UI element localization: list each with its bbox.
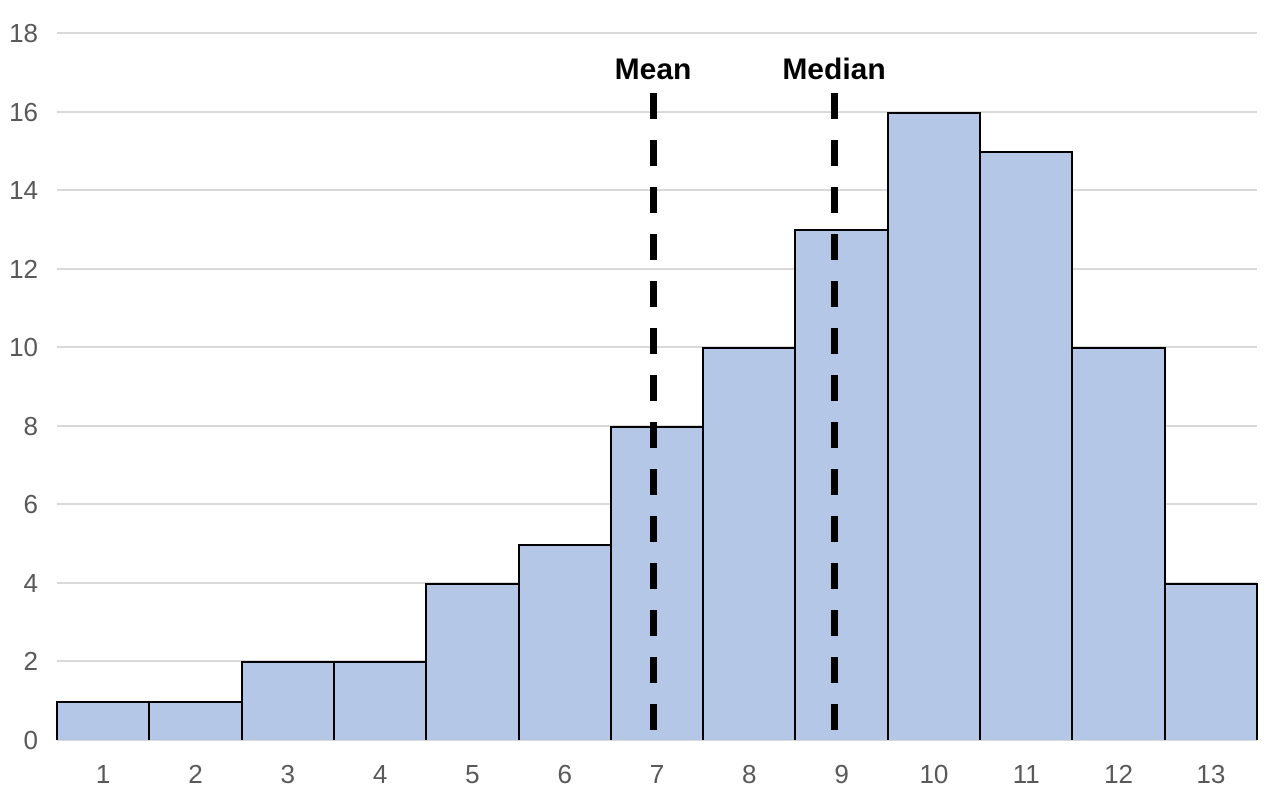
x-axis-tick-label: 1 xyxy=(95,759,111,789)
histogram-bar xyxy=(148,700,243,740)
median-marker-line xyxy=(830,93,838,740)
histogram-bar xyxy=(332,661,428,740)
y-gridline xyxy=(57,267,1257,270)
x-axis-tick-label: 3 xyxy=(280,759,295,789)
x-axis-tick-label: 9 xyxy=(834,759,849,789)
x-axis-tick-label: 7 xyxy=(649,759,665,789)
x-axis-tick-label: 12 xyxy=(1104,759,1133,789)
y-axis-tick-label: 10 xyxy=(9,332,38,363)
x-axis-tick-label: 5 xyxy=(465,759,480,789)
histogram-bar xyxy=(517,543,612,740)
x-axis-tick-label: 2 xyxy=(188,759,203,789)
y-axis-tick-label: 6 xyxy=(23,489,38,520)
x-axis-tick-label: 10 xyxy=(919,759,949,789)
histogram-bar xyxy=(979,150,1074,740)
mean-marker-label: Mean xyxy=(614,53,692,86)
y-axis-tick-label: 0 xyxy=(23,725,38,755)
histogram-bar xyxy=(425,582,520,740)
y-gridline xyxy=(57,739,1257,741)
histogram-bar xyxy=(886,111,982,740)
x-axis-tick-label: 6 xyxy=(557,759,572,789)
y-axis-tick-label: 16 xyxy=(9,96,38,127)
y-gridline xyxy=(57,346,1257,349)
y-gridline xyxy=(57,32,1257,34)
x-axis-tick-label: 11 xyxy=(1012,759,1040,789)
x-axis-tick-label: 13 xyxy=(1196,759,1226,789)
x-axis-tick-label: 8 xyxy=(742,759,757,789)
y-axis-tick-label: 14 xyxy=(9,175,38,206)
histogram-bar xyxy=(794,229,889,740)
median-marker-label: Median xyxy=(782,53,886,86)
histogram-bar xyxy=(1071,347,1166,740)
histogram-bar xyxy=(1163,582,1258,740)
histogram-bar xyxy=(702,347,797,740)
histogram-bar xyxy=(609,425,705,740)
histogram-bar xyxy=(56,700,151,740)
y-gridline xyxy=(57,110,1257,113)
y-axis-tick-label: 2 xyxy=(23,646,38,677)
histogram-bar xyxy=(240,661,335,740)
y-axis-tick-label: 8 xyxy=(23,410,38,441)
y-axis-tick-label: 12 xyxy=(9,253,38,284)
mean-marker-line xyxy=(649,93,657,740)
y-axis-tick-label: 18 xyxy=(9,18,38,48)
x-axis-tick-label: 4 xyxy=(372,759,388,789)
y-gridline xyxy=(57,189,1257,192)
y-axis-tick-label: 4 xyxy=(23,567,38,598)
